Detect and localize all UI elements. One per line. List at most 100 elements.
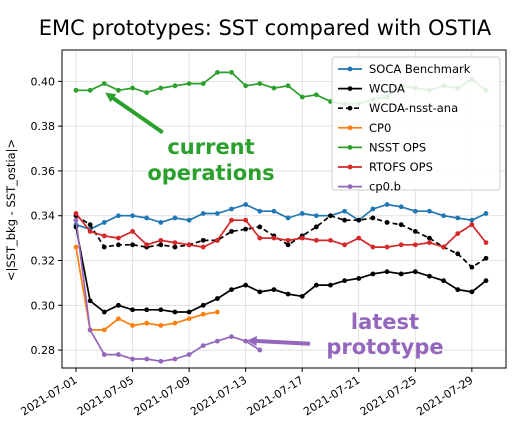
data-point (214, 69, 220, 75)
data-point (412, 228, 418, 234)
data-point (214, 309, 220, 315)
data-point (229, 69, 234, 75)
y-axis: 0.28 0.30 0.32 0.34 0.36 0.38 0.40 (31, 75, 62, 357)
data-point (130, 307, 135, 313)
legend-marker (347, 145, 353, 150)
data-point (285, 237, 291, 243)
data-point (299, 293, 305, 299)
annotation-text-operations: operations (147, 161, 274, 185)
x-tick-label: 2021-07-17 (245, 374, 306, 419)
data-point (200, 81, 206, 86)
series-wcda (73, 224, 489, 315)
series-cp0-b (73, 217, 263, 364)
data-point (243, 226, 249, 232)
data-point (186, 81, 192, 86)
legend-entry: RTOFS OPS (369, 160, 433, 174)
data-point (342, 208, 348, 214)
data-point (229, 206, 234, 212)
data-point (313, 282, 319, 288)
data-point (455, 215, 461, 221)
data-point (158, 85, 164, 91)
legend-entry: CP0 (369, 121, 391, 135)
data-point (101, 309, 107, 315)
data-point (229, 334, 234, 340)
x-tick-label: 2021-07-21 (301, 374, 362, 419)
x-tick-label: 2021-07-25 (358, 374, 419, 419)
data-point (130, 228, 135, 234)
data-point (398, 271, 404, 277)
data-point (73, 211, 79, 216)
data-point (469, 222, 475, 228)
y-tick-label: 0.40 (31, 75, 56, 88)
data-point (200, 237, 206, 243)
data-point (469, 217, 475, 223)
data-point (412, 269, 418, 275)
data-point (186, 352, 192, 357)
data-point (483, 240, 489, 245)
data-point (356, 217, 362, 223)
legend-marker (347, 164, 353, 170)
annotation-text-operations: current (167, 135, 254, 159)
data-point (101, 244, 107, 250)
data-point (384, 244, 390, 250)
series-wcda-nsst-ana (73, 213, 489, 270)
data-point (130, 356, 135, 362)
x-tick-label: 2021-07-13 (188, 374, 249, 419)
annotation-arrow-prototype (246, 336, 311, 347)
data-point (384, 202, 390, 207)
data-point (257, 347, 263, 353)
legend-marker (347, 184, 353, 190)
data-point (441, 244, 446, 250)
data-point (257, 289, 263, 295)
legend-marker (347, 86, 353, 91)
data-point (87, 228, 93, 234)
data-point (271, 85, 277, 91)
data-point (469, 264, 475, 270)
data-point (412, 242, 418, 248)
data-point (229, 287, 234, 293)
data-point (116, 316, 121, 322)
data-point (427, 235, 432, 241)
data-point (158, 237, 164, 243)
data-point (427, 208, 432, 214)
data-point (384, 220, 390, 225)
data-point (200, 311, 206, 317)
legend-marker (347, 125, 353, 131)
data-point (214, 211, 220, 216)
y-tick-label: 0.30 (31, 299, 56, 312)
data-point (186, 217, 192, 223)
y-tick-label: 0.32 (31, 255, 56, 268)
x-tick-label: 2021-07-29 (414, 374, 475, 419)
annotation-arrow-operations (105, 92, 164, 135)
x-tick-label: 2021-07-01 (18, 374, 79, 419)
data-point (313, 92, 319, 98)
data-point (285, 215, 291, 221)
data-point (229, 217, 234, 223)
data-point (243, 202, 249, 207)
legend-marker (347, 105, 353, 111)
data-point (73, 87, 79, 93)
data-point (257, 224, 263, 230)
data-point (116, 87, 121, 93)
data-point (299, 235, 305, 241)
data-point (441, 278, 446, 284)
data-point (116, 242, 121, 248)
data-point (172, 215, 178, 221)
data-point (328, 237, 333, 243)
plot-frame (61, 49, 507, 369)
data-point (299, 211, 305, 216)
x-tick-label: 2021-07-09 (132, 374, 193, 419)
x-tick-label: 2021-07-05 (75, 374, 136, 419)
data-point (200, 211, 206, 216)
legend-box (331, 56, 501, 191)
data-point (243, 338, 249, 344)
legend-marker (347, 66, 353, 72)
data-point (130, 242, 135, 248)
data-point (144, 320, 150, 326)
data-point (158, 307, 164, 313)
data-point (483, 211, 489, 216)
data-point (328, 213, 333, 219)
data-point (483, 278, 489, 284)
data-point (398, 242, 404, 248)
